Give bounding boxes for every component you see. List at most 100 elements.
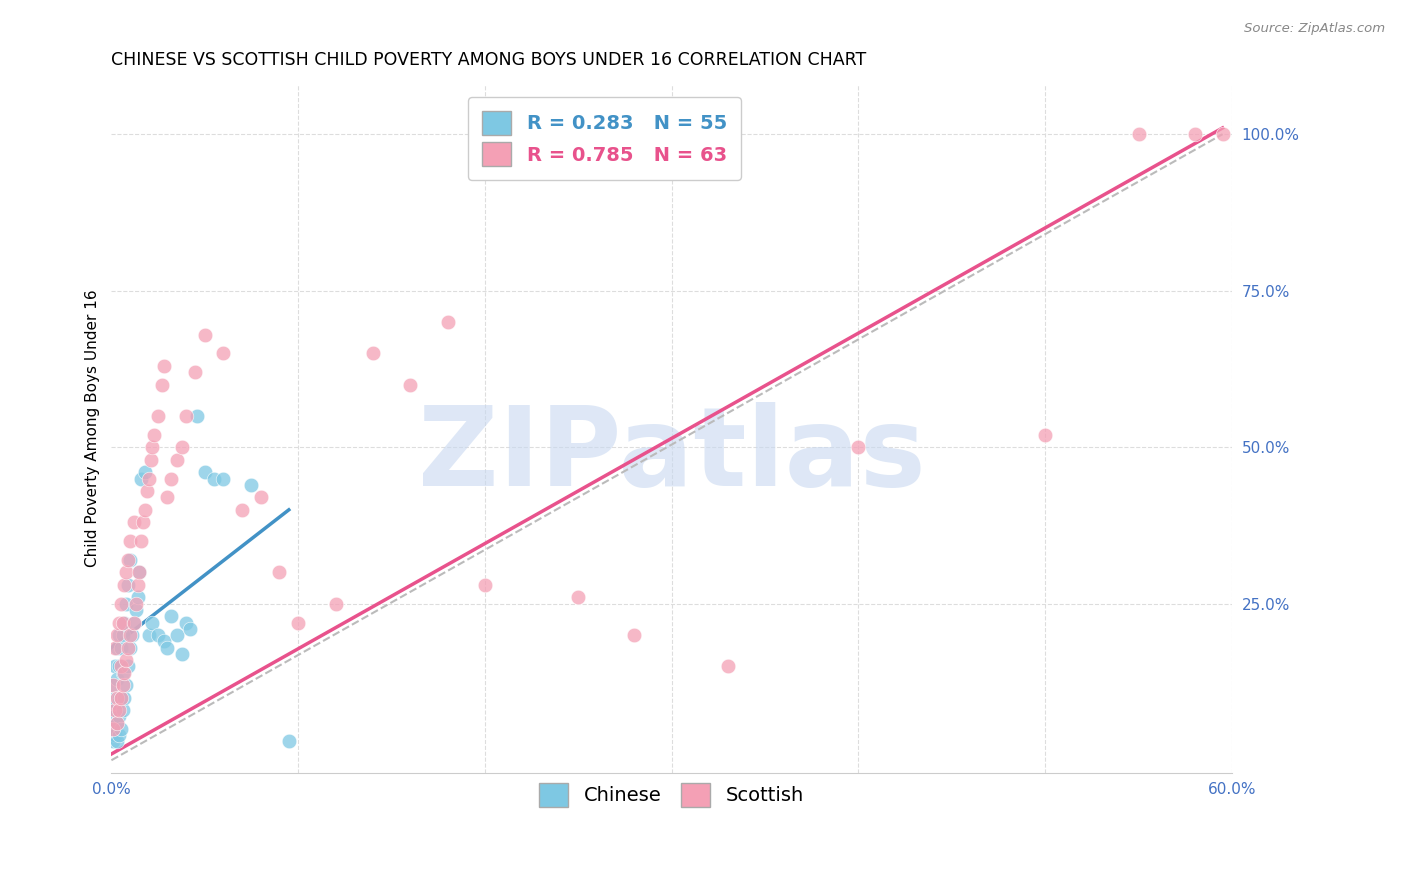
Point — [120, 640, 142, 655]
Point — [105, 715, 128, 730]
Point — [105, 734, 128, 748]
Point — [115, 566, 138, 580]
Point — [160, 609, 183, 624]
Point — [110, 597, 132, 611]
Point — [152, 634, 174, 648]
Point — [1184, 127, 1206, 141]
Point — [156, 640, 179, 655]
Point — [172, 647, 194, 661]
Text: CHINESE VS SCOTTISH CHILD POVERTY AMONG BOYS UNDER 16 CORRELATION CHART: CHINESE VS SCOTTISH CHILD POVERTY AMONG … — [111, 51, 866, 69]
Point — [212, 346, 235, 360]
Point — [848, 440, 870, 454]
Point — [1212, 127, 1234, 141]
Point — [103, 734, 125, 748]
Point — [105, 697, 128, 711]
Point — [134, 465, 156, 479]
Point — [103, 678, 125, 692]
Point — [110, 690, 132, 705]
Point — [110, 659, 132, 673]
Point — [1128, 127, 1150, 141]
Point — [114, 578, 136, 592]
Point — [104, 728, 127, 742]
Point — [108, 728, 131, 742]
Point — [156, 491, 179, 505]
Point — [117, 578, 139, 592]
Point — [399, 377, 422, 392]
Point — [249, 491, 271, 505]
Point — [129, 534, 152, 549]
Point — [121, 628, 143, 642]
Point — [166, 452, 188, 467]
Point — [111, 703, 134, 717]
Point — [287, 615, 309, 630]
Point — [269, 566, 291, 580]
Legend: Chinese, Scottish: Chinese, Scottish — [531, 775, 811, 814]
Point — [125, 597, 148, 611]
Point — [231, 503, 253, 517]
Point — [240, 477, 263, 491]
Point — [125, 603, 148, 617]
Point — [122, 516, 145, 530]
Point — [111, 678, 134, 692]
Point — [114, 615, 136, 630]
Point — [146, 628, 169, 642]
Point — [110, 722, 132, 736]
Point — [186, 409, 208, 423]
Point — [120, 628, 142, 642]
Point — [111, 665, 134, 680]
Point — [111, 615, 134, 630]
Point — [150, 377, 173, 392]
Point — [117, 659, 139, 673]
Point — [105, 628, 128, 642]
Point — [141, 440, 163, 454]
Point — [105, 672, 128, 686]
Point — [105, 640, 128, 655]
Text: Source: ZipAtlas.com: Source: ZipAtlas.com — [1244, 22, 1385, 36]
Point — [108, 615, 131, 630]
Point — [127, 591, 149, 605]
Point — [104, 703, 127, 717]
Point — [567, 591, 589, 605]
Point — [111, 628, 134, 642]
Point — [108, 703, 131, 717]
Point — [717, 659, 740, 673]
Point — [105, 715, 128, 730]
Point — [128, 566, 150, 580]
Point — [623, 628, 645, 642]
Point — [132, 516, 155, 530]
Point — [122, 615, 145, 630]
Point — [104, 709, 127, 723]
Point — [114, 665, 136, 680]
Point — [166, 628, 188, 642]
Point — [127, 578, 149, 592]
Point — [104, 659, 127, 673]
Point — [108, 709, 131, 723]
Point — [160, 471, 183, 485]
Point — [141, 615, 163, 630]
Point — [115, 678, 138, 692]
Point — [104, 690, 127, 705]
Point — [143, 427, 166, 442]
Point — [361, 346, 384, 360]
Point — [138, 471, 160, 485]
Point — [108, 690, 131, 705]
Point — [1033, 427, 1056, 442]
Point — [103, 722, 125, 736]
Point — [146, 409, 169, 423]
Point — [436, 315, 458, 329]
Point — [115, 597, 138, 611]
Point — [212, 471, 235, 485]
Point — [103, 678, 125, 692]
Point — [120, 553, 142, 567]
Point — [202, 471, 225, 485]
Text: ZIPatlas: ZIPatlas — [418, 402, 925, 509]
Point — [117, 640, 139, 655]
Point — [117, 553, 139, 567]
Point — [184, 365, 207, 379]
Point — [174, 615, 197, 630]
Point — [139, 452, 162, 467]
Point — [194, 465, 217, 479]
Point — [110, 640, 132, 655]
Point — [103, 703, 125, 717]
Point — [174, 409, 197, 423]
